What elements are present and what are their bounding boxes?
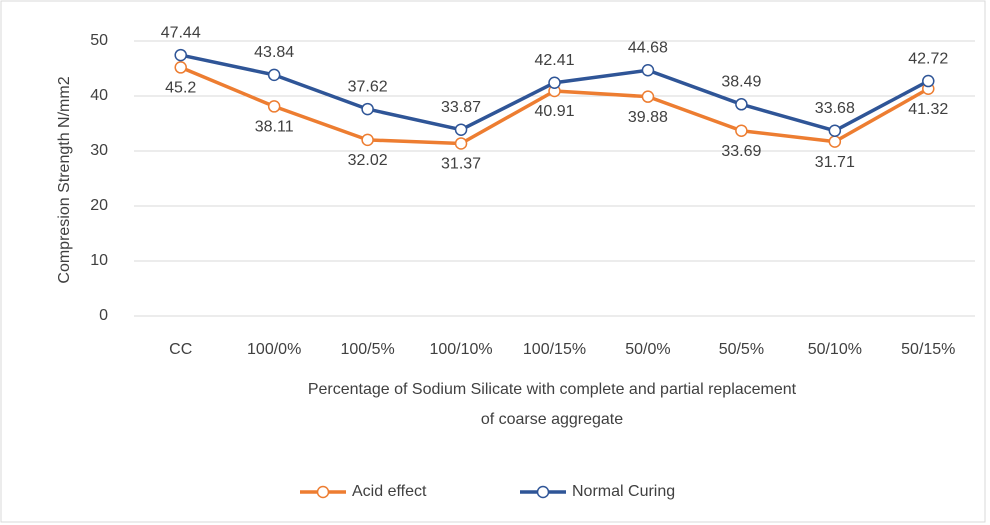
y-axis-title: Compresion Strength N/mm2	[56, 76, 73, 283]
data-label: 31.71	[815, 154, 855, 171]
data-label: 33.87	[441, 99, 481, 116]
point	[641, 90, 655, 103]
data-label: 47.44	[161, 24, 201, 41]
y-tick-label: 10	[90, 252, 108, 269]
x-tick-label: 100/0%	[247, 341, 301, 358]
point	[828, 124, 842, 138]
y-tick-label: 40	[90, 87, 108, 104]
point	[174, 61, 187, 74]
data-label: 39.88	[628, 109, 668, 126]
x-tick-label: 50/15%	[901, 341, 955, 358]
x-tick-label: 50/0%	[625, 341, 670, 358]
data-label: 31.37	[441, 156, 481, 173]
legend-label: Acid effect	[352, 483, 427, 500]
point	[828, 135, 842, 148]
data-label: 32.02	[348, 152, 388, 169]
x-tick-label: 100/10%	[429, 341, 492, 358]
point	[174, 48, 187, 62]
data-label: 41.32	[908, 101, 948, 118]
point	[267, 100, 281, 113]
y-tick-label: 30	[90, 142, 108, 159]
point	[454, 123, 468, 136]
point	[267, 68, 281, 82]
point	[922, 74, 935, 88]
data-label: 44.68	[628, 39, 668, 56]
point	[361, 133, 374, 147]
point	[735, 98, 748, 111]
y-tick-label: 20	[90, 197, 108, 214]
legend-label: Normal Curing	[572, 483, 675, 500]
data-label: 38.11	[255, 119, 294, 136]
data-label: 33.69	[721, 143, 761, 160]
point	[735, 124, 748, 137]
y-tick-label: 0	[99, 307, 108, 324]
x-tick-label: CC	[169, 341, 192, 358]
data-label: 45.2	[165, 80, 196, 97]
x-tick-label: 100/5%	[340, 341, 394, 358]
data-label: 37.62	[348, 78, 388, 95]
data-label: 33.68	[815, 100, 855, 117]
legend-marker	[536, 485, 550, 499]
point	[641, 64, 655, 77]
point	[548, 76, 561, 89]
x-axis-title: Percentage of Sodium Silicate with compl…	[308, 381, 797, 398]
x-tick-label: 100/15%	[523, 341, 586, 358]
point	[361, 102, 374, 116]
data-label: 38.49	[721, 74, 761, 91]
data-label: 42.72	[908, 50, 948, 67]
data-label: 43.84	[254, 44, 294, 61]
legend-marker	[316, 485, 330, 499]
data-label: 42.41	[534, 52, 574, 69]
x-tick-label: 50/10%	[808, 341, 862, 358]
x-axis-title: of coarse aggregate	[481, 411, 623, 428]
y-tick-label: 50	[90, 32, 108, 49]
data-label: 40.91	[534, 103, 574, 120]
point	[454, 137, 468, 150]
x-tick-label: 50/5%	[719, 341, 764, 358]
